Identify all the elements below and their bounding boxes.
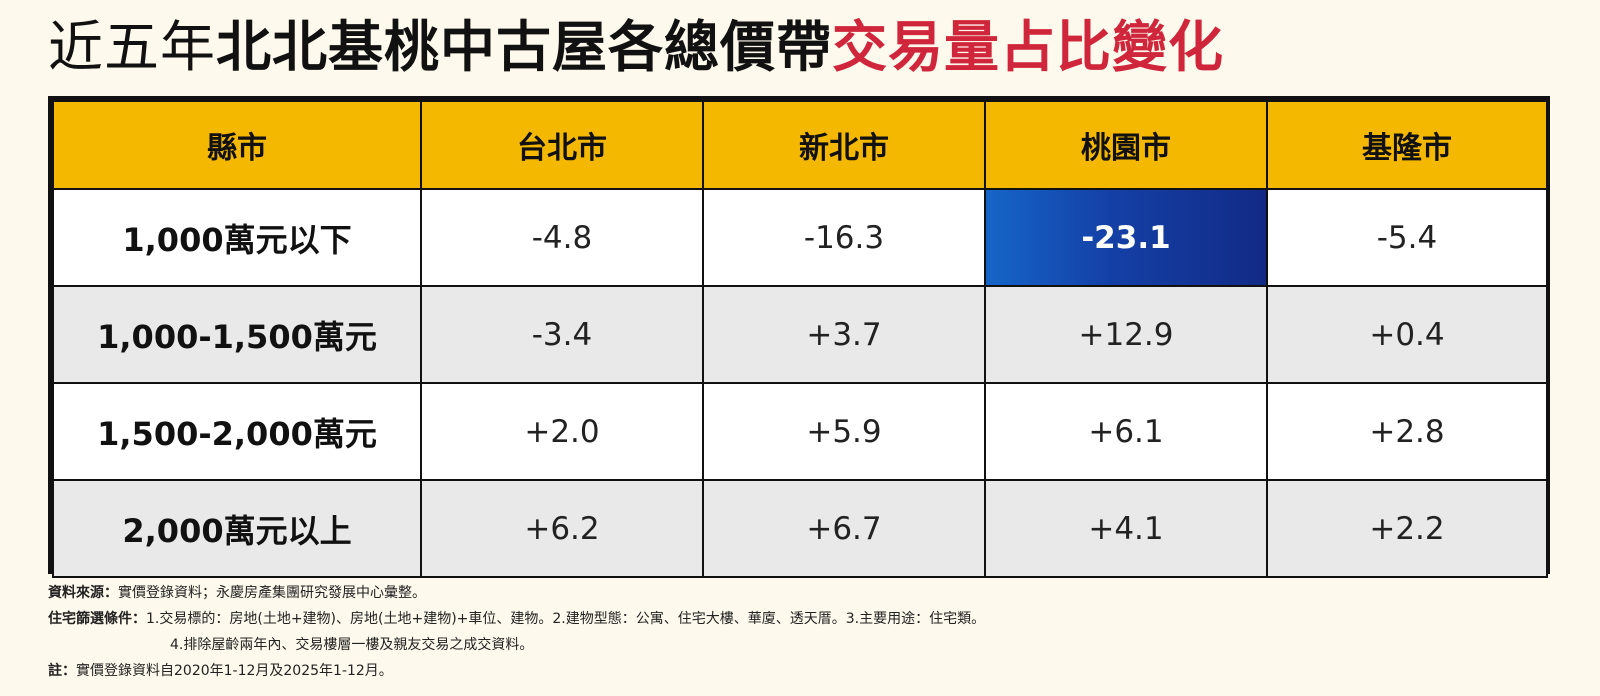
- table-cell: +6.7: [702, 479, 986, 578]
- table-cell: +2.0: [420, 382, 704, 481]
- table-row: 1,000萬元以下 -4.8 -16.3 -23.1 -5.4: [52, 188, 1548, 287]
- filter-text-1: 1.交易標的：房地(土地+建物)、房地(土地+建物)+車位、建物。2.建物型態：…: [146, 611, 986, 627]
- source-text: 實價登錄資料；永慶房產集團研究發展中心彙整。: [118, 585, 426, 601]
- table-cell: -16.3: [702, 188, 986, 287]
- column-header: 台北市: [420, 100, 704, 190]
- table-cell: -5.4: [1266, 188, 1548, 287]
- footnotes: 資料來源：實價登錄資料；永慶房產集團研究發展中心彙整。 住宅篩選條件：1.交易標…: [48, 580, 1558, 684]
- table-cell: +6.2: [420, 479, 704, 578]
- data-table: 縣市 台北市 新北市 桃園市 基隆市 1,000萬元以下 -4.8 -16.3 …: [52, 100, 1548, 578]
- row-label: 2,000萬元以上: [52, 479, 422, 578]
- table-cell: +0.4: [1266, 285, 1548, 384]
- source-note: 資料來源：實價登錄資料；永慶房產集團研究發展中心彙整。: [48, 580, 1558, 606]
- highlighted-cell: -23.1: [984, 188, 1268, 287]
- page-title: 近五年北北基桃中古屋各總價帶交易量占比變化: [48, 6, 1558, 88]
- title-part-2: 北北基桃中古屋各總價帶: [216, 15, 833, 79]
- table-cell: +5.9: [702, 382, 986, 481]
- table-cell: +2.2: [1266, 479, 1548, 578]
- remark-text: 實價登錄資料自2020年1-12月及2025年1-12月。: [76, 663, 393, 679]
- table-cell: -3.4: [420, 285, 704, 384]
- row-label: 1,500-2,000萬元: [52, 382, 422, 481]
- remark-label: 註：: [48, 663, 76, 679]
- filter-text-2: 4.排除屋齡兩年內、交易樓層一樓及親友交易之成交資料。: [170, 637, 534, 653]
- filter-note: 住宅篩選條件：1.交易標的：房地(土地+建物)、房地(土地+建物)+車位、建物。…: [48, 606, 1558, 632]
- data-table-container: 縣市 台北市 新北市 桃園市 基隆市 1,000萬元以下 -4.8 -16.3 …: [48, 96, 1550, 578]
- remark-note: 註：實價登錄資料自2020年1-12月及2025年1-12月。: [48, 658, 1558, 684]
- table-cell: +4.1: [984, 479, 1268, 578]
- source-label: 資料來源：: [48, 585, 118, 601]
- filter-label: 住宅篩選條件：: [48, 611, 146, 627]
- column-header: 桃園市: [984, 100, 1268, 190]
- table-row: 1,000-1,500萬元 -3.4 +3.7 +12.9 +0.4: [52, 285, 1548, 384]
- table-cell: +2.8: [1266, 382, 1548, 481]
- column-header: 縣市: [52, 100, 422, 190]
- table-cell: +3.7: [702, 285, 986, 384]
- table-cell: -4.8: [420, 188, 704, 287]
- filter-note-continued: 4.排除屋齡兩年內、交易樓層一樓及親友交易之成交資料。: [48, 632, 1558, 658]
- table-row: 1,500-2,000萬元 +2.0 +5.9 +6.1 +2.8: [52, 382, 1548, 481]
- title-part-1: 近五年: [48, 15, 217, 79]
- row-label: 1,000-1,500萬元: [52, 285, 422, 384]
- column-header: 基隆市: [1266, 100, 1548, 190]
- table-header-row: 縣市 台北市 新北市 桃園市 基隆市: [52, 100, 1548, 190]
- title-part-3: 交易量占比變化: [832, 15, 1225, 79]
- table-cell: +12.9: [984, 285, 1268, 384]
- table-row: 2,000萬元以上 +6.2 +6.7 +4.1 +2.2: [52, 479, 1548, 578]
- row-label: 1,000萬元以下: [52, 188, 422, 287]
- table-cell: +6.1: [984, 382, 1268, 481]
- column-header: 新北市: [702, 100, 986, 190]
